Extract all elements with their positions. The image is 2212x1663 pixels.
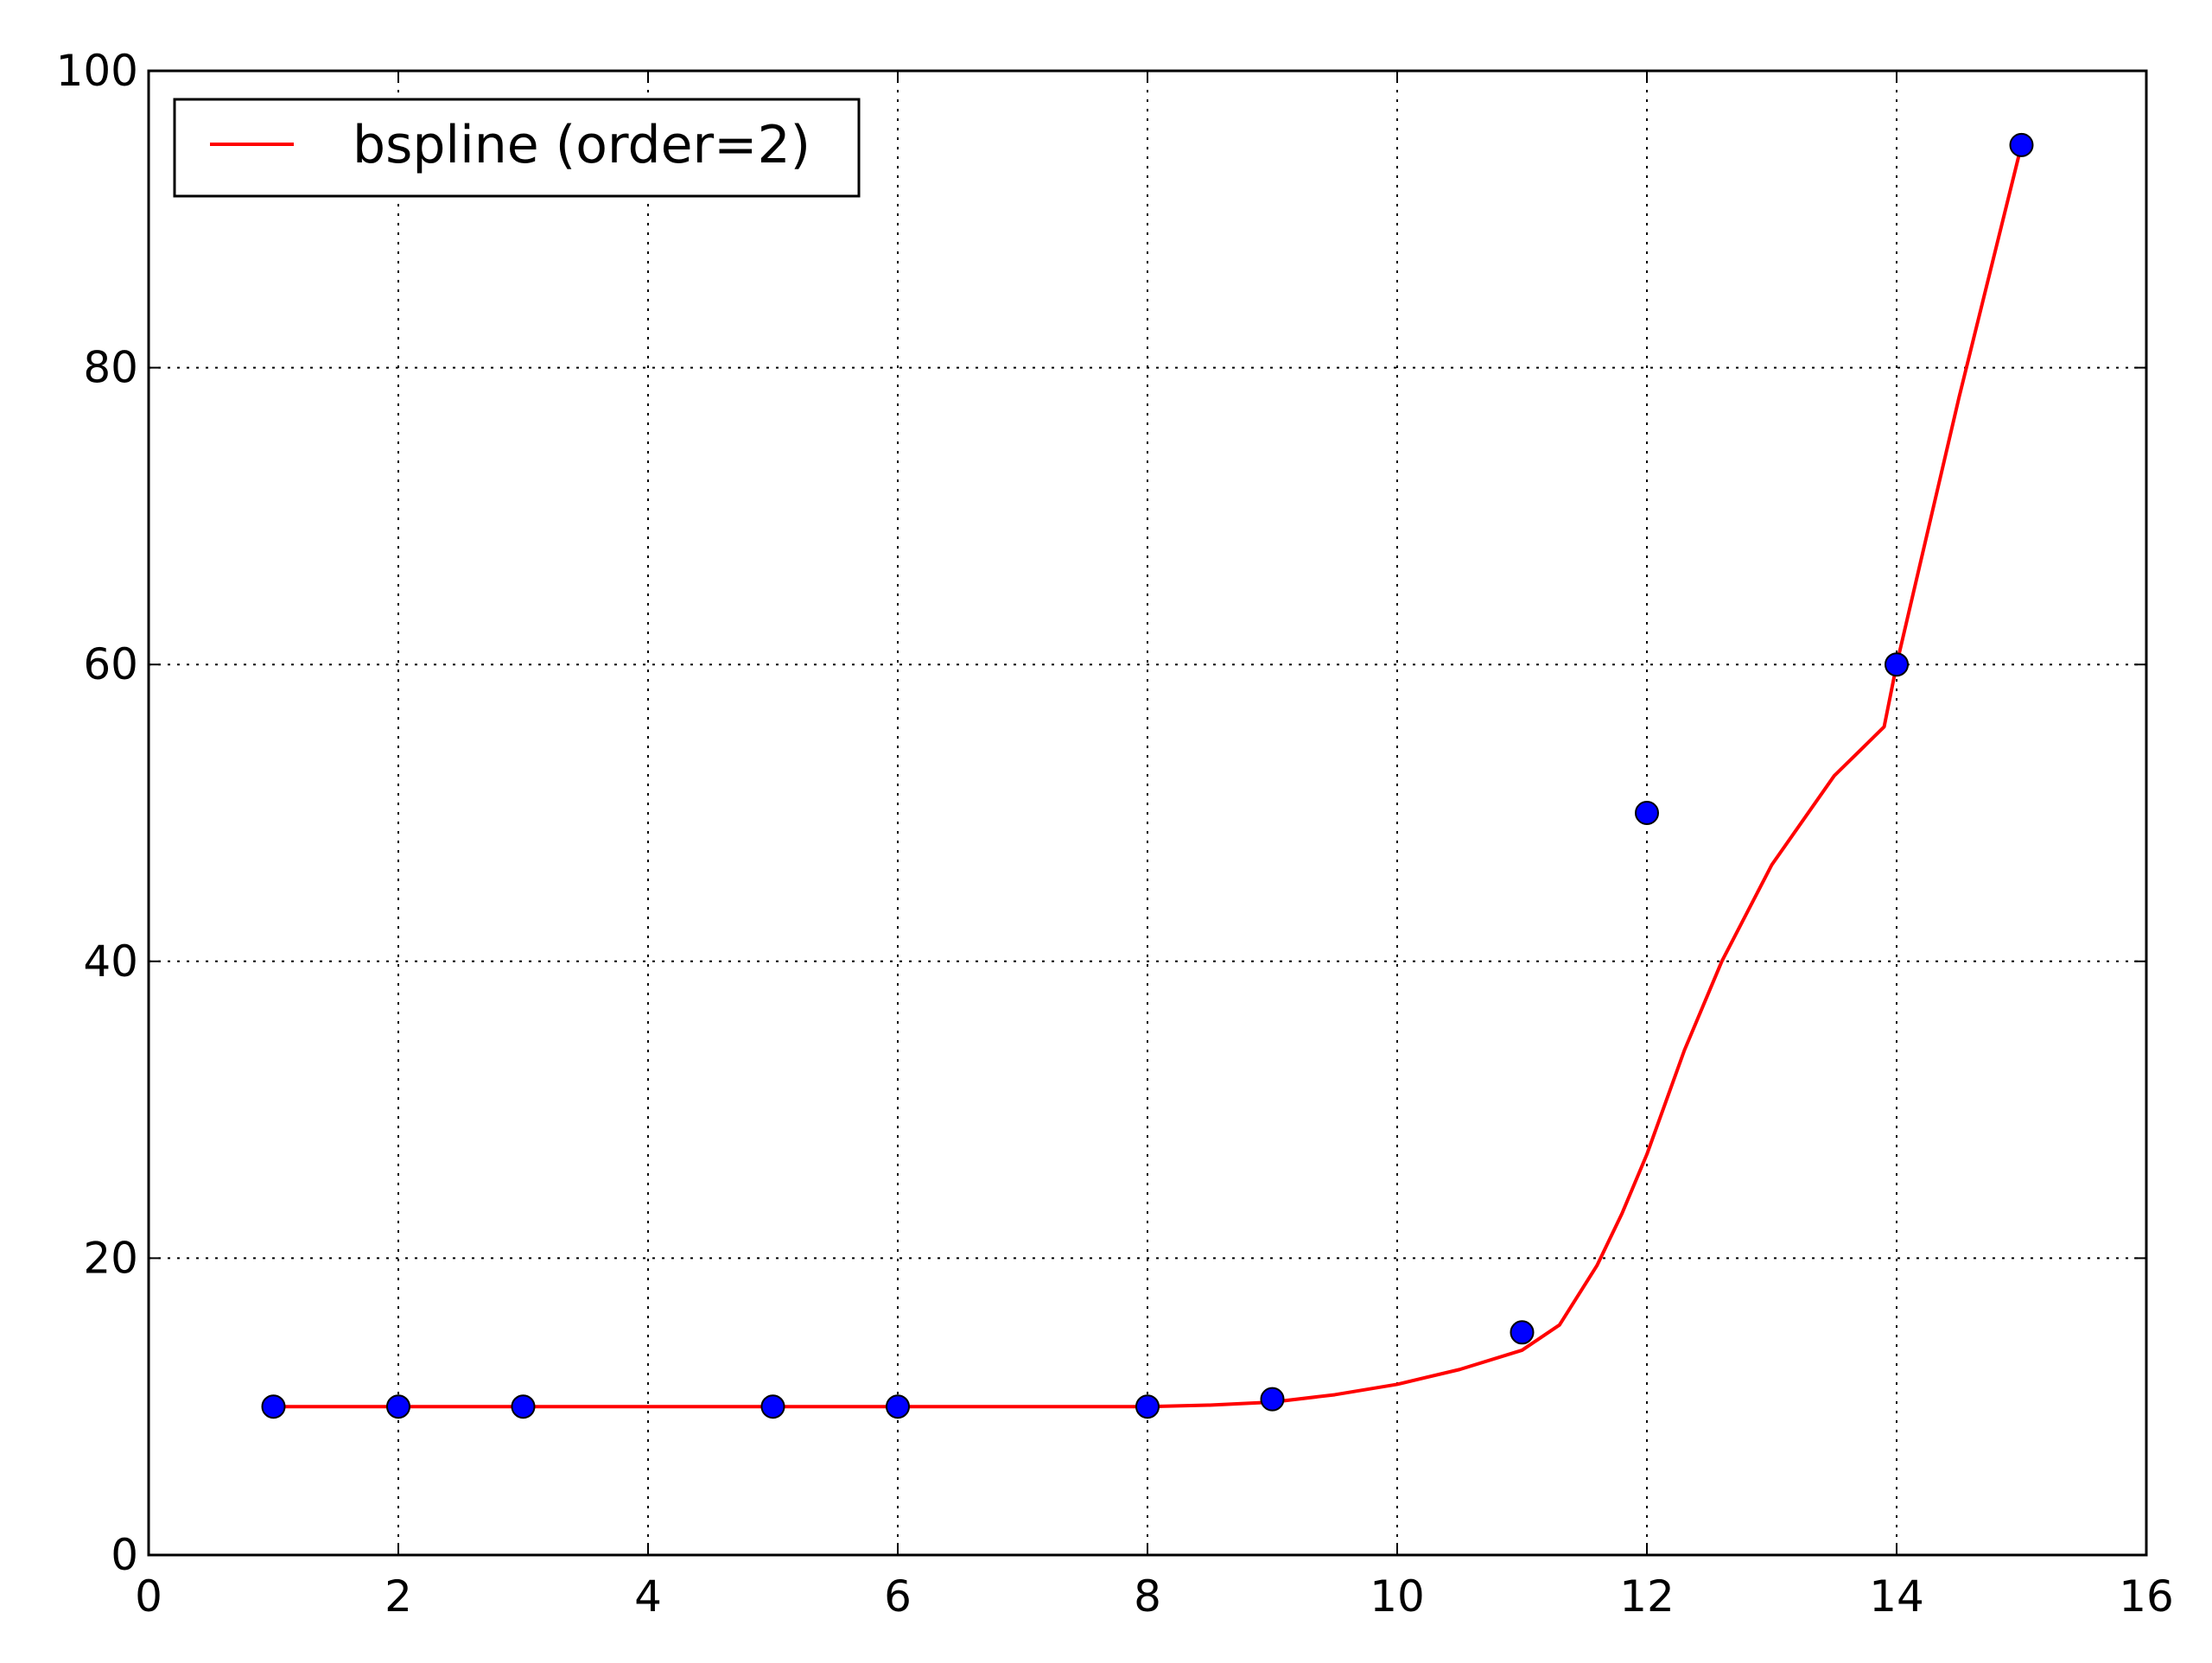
scatter-point bbox=[1135, 1394, 1160, 1419]
x-tick-label: 16 bbox=[2119, 1571, 2174, 1622]
bspline-line bbox=[273, 144, 2024, 1409]
scatter-point bbox=[1635, 801, 1659, 825]
x-axis-tick-labels: 0 2 4 6 8 10 12 14 16 bbox=[135, 1571, 2174, 1622]
y-tick-label: 20 bbox=[83, 1233, 138, 1283]
scatter-point bbox=[261, 1394, 286, 1419]
y-tick-label: 0 bbox=[111, 1530, 138, 1580]
line-series-layer bbox=[273, 144, 2024, 1409]
scatter-point bbox=[760, 1394, 785, 1419]
scatter-point bbox=[386, 1394, 410, 1419]
x-tick-label: 8 bbox=[1134, 1571, 1161, 1622]
y-tick-label: 40 bbox=[83, 936, 138, 987]
legend-label: bspline (order=2) bbox=[353, 115, 810, 175]
x-tick-label: 2 bbox=[385, 1571, 412, 1622]
y-tick-label: 60 bbox=[83, 639, 138, 689]
x-tick-label: 12 bbox=[1619, 1571, 1675, 1622]
scatter-point bbox=[886, 1394, 910, 1419]
x-tick-label: 0 bbox=[135, 1571, 162, 1622]
scatter-point bbox=[1885, 652, 1909, 677]
x-tick-label: 6 bbox=[884, 1571, 912, 1622]
y-tick-label: 100 bbox=[56, 46, 138, 96]
y-tick-label: 80 bbox=[83, 343, 138, 393]
x-tick-label: 10 bbox=[1370, 1571, 1425, 1622]
x-tick-label: 4 bbox=[634, 1571, 662, 1622]
y-axis-tick-labels: 0 20 40 60 80 100 bbox=[56, 46, 138, 1580]
x-tick-label: 14 bbox=[1869, 1571, 1924, 1622]
legend: bspline (order=2) bbox=[173, 98, 861, 198]
scatter-point bbox=[2009, 132, 2034, 157]
scatter-point bbox=[1510, 1320, 1535, 1345]
scatter-series-layer bbox=[261, 132, 2034, 1419]
tick-marks bbox=[148, 70, 2147, 1556]
legend-box bbox=[173, 98, 861, 198]
scatter-point bbox=[511, 1394, 536, 1419]
scatter-point bbox=[1260, 1387, 1285, 1412]
